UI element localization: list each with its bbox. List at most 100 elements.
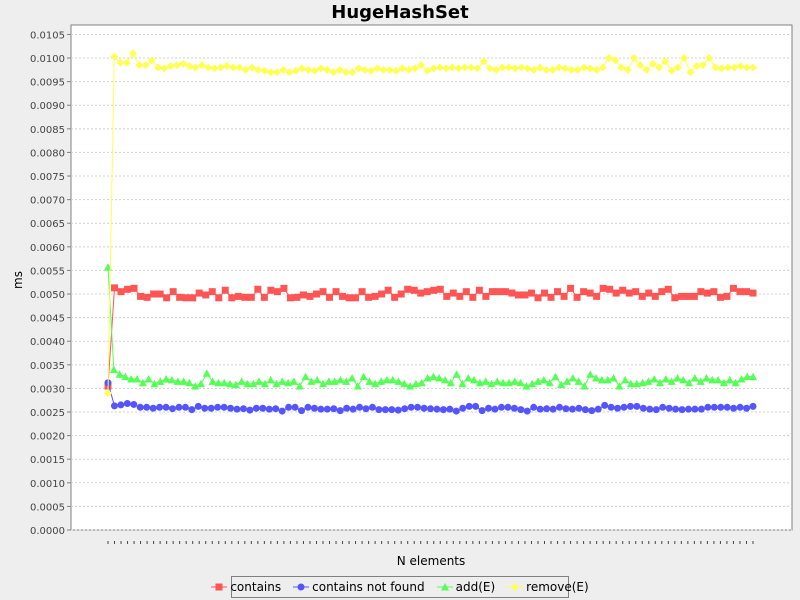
data-point <box>150 290 158 298</box>
data-point <box>667 66 676 75</box>
data-point <box>527 289 535 297</box>
data-point <box>586 370 595 378</box>
data-point <box>185 378 194 387</box>
data-point <box>620 403 628 411</box>
chart-title: HugeHashSet <box>331 2 469 23</box>
data-point <box>195 289 203 297</box>
data-point <box>704 403 712 411</box>
data-point <box>284 378 293 387</box>
data-point <box>252 404 260 412</box>
data-point <box>464 374 473 382</box>
data-point <box>285 403 293 411</box>
data-point <box>141 61 150 70</box>
data-point <box>420 404 428 412</box>
data-point <box>529 65 538 74</box>
data-point <box>310 66 319 75</box>
data-point <box>404 65 413 74</box>
data-point <box>716 293 724 301</box>
data-point <box>286 294 294 302</box>
data-point <box>717 64 726 73</box>
data-point <box>592 374 601 382</box>
data-point <box>410 64 419 73</box>
data-point <box>336 375 345 384</box>
data-point <box>433 405 441 413</box>
data-point <box>365 377 374 385</box>
data-point <box>481 377 490 385</box>
data-point <box>632 379 641 388</box>
data-point <box>645 289 653 297</box>
data-point <box>304 65 313 74</box>
data-point <box>182 294 190 302</box>
data-point <box>324 377 333 385</box>
data-point <box>317 405 325 413</box>
data-point <box>725 375 734 384</box>
data-point <box>368 403 376 411</box>
data-point <box>478 407 486 415</box>
data-point <box>446 405 454 413</box>
data-point <box>475 378 484 387</box>
data-point <box>204 63 213 72</box>
data-point <box>435 63 444 72</box>
data-point <box>111 284 119 292</box>
data-point <box>485 404 493 412</box>
data-point <box>621 375 630 384</box>
data-point <box>593 292 601 300</box>
data-point <box>122 58 131 67</box>
data-point <box>472 402 480 410</box>
data-point <box>742 63 751 72</box>
data-point <box>221 286 229 294</box>
data-point <box>298 64 307 73</box>
legend: contains contains not found add(E) remove(E… <box>211 576 589 598</box>
data-point <box>710 403 718 411</box>
data-point <box>601 401 609 409</box>
y-tick-label: 0.0080 <box>30 148 65 159</box>
data-point <box>246 406 254 414</box>
data-point <box>208 377 217 385</box>
data-point <box>543 405 551 413</box>
data-point <box>536 63 545 72</box>
data-point <box>388 375 397 384</box>
data-point <box>234 292 242 300</box>
data-point <box>160 64 169 73</box>
y-tick-label: 0.0030 <box>30 384 65 395</box>
data-point <box>233 405 241 413</box>
data-point <box>394 406 402 414</box>
data-point <box>301 372 310 381</box>
data-point <box>554 288 562 296</box>
y-tick-label: 0.0000 <box>30 526 65 537</box>
data-point <box>671 294 679 302</box>
data-point <box>423 66 432 75</box>
data-point <box>349 405 357 413</box>
data-point <box>227 404 235 412</box>
data-point <box>514 291 522 299</box>
data-point <box>423 288 431 296</box>
data-point <box>698 61 707 70</box>
data-point <box>280 284 288 292</box>
data-point <box>162 374 171 383</box>
data-point <box>176 293 184 301</box>
data-point <box>215 294 223 302</box>
data-point <box>144 374 153 383</box>
data-point <box>208 288 216 296</box>
data-point <box>441 375 450 384</box>
data-point <box>358 288 366 296</box>
data-point <box>710 288 718 296</box>
y-tick-label: 0.0040 <box>30 337 65 348</box>
data-point <box>295 382 304 390</box>
data-point <box>488 288 496 296</box>
data-point <box>626 379 635 388</box>
data-point <box>568 405 576 413</box>
data-point <box>562 405 570 413</box>
data-point <box>659 403 667 411</box>
y-tick-label: 0.0055 <box>30 266 65 277</box>
data-point <box>534 377 542 385</box>
data-point <box>352 294 360 302</box>
data-point <box>185 62 194 71</box>
data-point <box>201 404 209 412</box>
data-point <box>465 402 473 410</box>
data-point <box>636 61 645 70</box>
data-point <box>220 378 229 387</box>
y-tick-label: 0.0060 <box>30 243 65 254</box>
y-tick-label: 0.0045 <box>30 314 65 325</box>
data-point <box>711 63 720 72</box>
